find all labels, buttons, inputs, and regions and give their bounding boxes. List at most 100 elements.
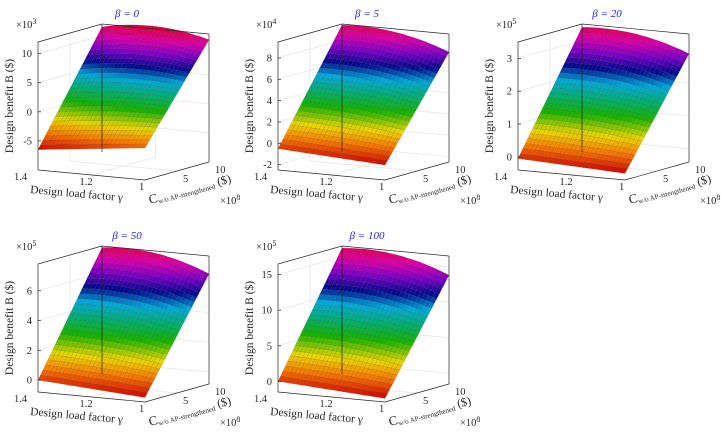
axis-line [277, 245, 343, 265]
label-main: C [147, 412, 159, 429]
label-subscript: w/o AP-strengthened [157, 405, 216, 428]
axis-line [144, 383, 210, 403]
z-tick-label: 4 [267, 96, 273, 107]
z-tick-label: 1 [507, 120, 512, 131]
x-axis-label: Design load factor γ [30, 406, 124, 426]
axis-line [384, 161, 450, 181]
label-unit: ($) [212, 393, 232, 411]
axis-line [144, 161, 210, 181]
z-axis-label: Design benefit B ($) [243, 281, 256, 375]
z-tick-label: 2 [507, 87, 512, 98]
label-subscript: w/o AP-strengthened [157, 183, 216, 206]
exponent-base: ×10 [460, 196, 476, 207]
axis-line [277, 169, 386, 181]
z-tick-label: 8 [267, 54, 272, 65]
exponent-power: 5 [32, 239, 36, 248]
z-tick-label: 2 [267, 118, 272, 129]
x-tick-label: 1.4 [14, 172, 28, 183]
z-axis-label: Design benefit B ($) [3, 59, 16, 153]
z-exponent: ×105 [496, 17, 516, 31]
y-tick-label: 5 [663, 174, 668, 185]
exponent-base: ×10 [256, 20, 272, 31]
label-main: C [387, 190, 399, 207]
x-tick-label: 1.2 [560, 177, 573, 188]
axes-box [37, 23, 210, 181]
z-tick-label: 3 [507, 54, 512, 65]
x-tick-label: 1.2 [80, 177, 93, 188]
label-unit: ($) [452, 393, 472, 411]
exponent-base: ×10 [700, 196, 716, 207]
plot-title: β = 0 [114, 8, 139, 20]
z-tick-label: 15 [262, 270, 273, 281]
x-tick-label: 1.4 [254, 172, 268, 183]
y-exponent: ×108 [460, 415, 480, 429]
x-tick-label: 1 [379, 182, 384, 193]
exponent-base: ×10 [16, 20, 32, 31]
axis-line [517, 23, 583, 43]
z-axis-label: Design benefit B ($) [3, 281, 16, 375]
x-tick-label: 1.4 [494, 172, 508, 183]
exponent-power: 5 [272, 239, 276, 248]
z-tick-label: 5 [27, 78, 32, 89]
y-tick-label: 5 [183, 174, 188, 185]
z-tick-label: 0 [507, 152, 512, 163]
y-exponent: ×108 [460, 193, 480, 207]
axis-line [37, 391, 146, 403]
z-exponent: ×104 [256, 17, 276, 31]
y-tick-label: 5 [423, 174, 428, 185]
z-tick-label: -2 [263, 160, 272, 171]
z-tick-label: 4 [27, 316, 33, 327]
x-tick-label: 1.2 [320, 177, 333, 188]
label-subscript: w/o AP-strengthened [637, 183, 696, 206]
axis-line [277, 23, 343, 43]
grid-line [69, 160, 178, 172]
label-unit: ($) [452, 171, 472, 189]
x-axis-label: Design load factor γ [270, 184, 364, 204]
surface [37, 24, 210, 150]
label-unit: ($) [212, 171, 232, 189]
axis-line [101, 245, 210, 257]
axis-line [624, 161, 690, 181]
label-main: C [627, 190, 639, 207]
surface [517, 27, 690, 174]
y-exponent: ×108 [220, 193, 240, 207]
axes-box [37, 245, 210, 403]
exponent-power: 8 [716, 193, 720, 202]
x-tick-label: 1 [139, 404, 144, 415]
x-tick-label: 1 [619, 182, 624, 193]
exponent-base: ×10 [460, 418, 476, 429]
x-axis-label: Design load factor γ [30, 184, 124, 204]
exponent-power: 4 [272, 17, 276, 26]
z-exponent: ×103 [16, 17, 36, 31]
z-tick-label: -5 [23, 136, 32, 147]
label-main: C [387, 412, 399, 429]
z-axis-label: Design benefit B ($) [483, 59, 496, 153]
y-exponent: ×108 [220, 415, 240, 429]
axis-line [341, 245, 450, 257]
exponent-base: ×10 [220, 196, 236, 207]
axes-box [277, 245, 450, 403]
surface [277, 247, 450, 399]
z-tick-label: 0 [267, 139, 272, 150]
z-tick-label: 6 [27, 286, 32, 297]
y-exponent: ×108 [700, 193, 720, 207]
exponent-power: 8 [476, 415, 480, 424]
y-tick-label: 10 [215, 165, 226, 176]
label-unit: ($) [692, 171, 712, 189]
axis-line [341, 23, 450, 35]
axis-line [37, 169, 146, 181]
label-subscript: w/o AP-strengthened [397, 405, 456, 428]
z-exponent: ×105 [256, 239, 276, 253]
exponent-power: 8 [476, 193, 480, 202]
axis-line [37, 245, 103, 265]
z-tick-label: 2 [27, 346, 32, 357]
axis-line [384, 383, 450, 403]
axis-line [581, 23, 690, 35]
label-main: C [147, 190, 159, 207]
exponent-power: 3 [32, 17, 36, 26]
z-tick-label: 10 [262, 306, 273, 317]
